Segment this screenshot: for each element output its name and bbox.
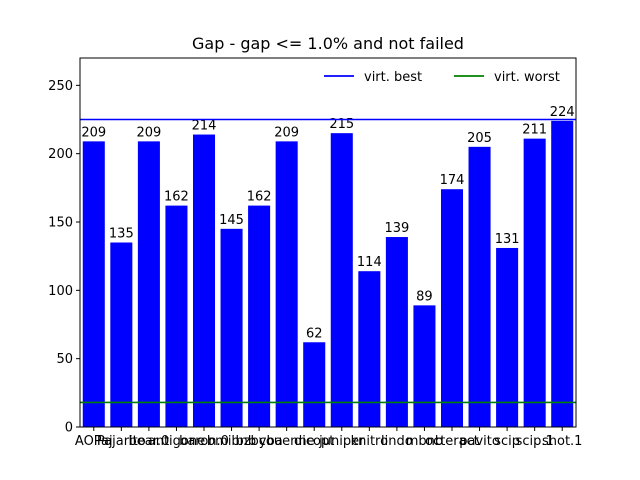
bar [496, 247, 519, 427]
bar-value-label: 209 [274, 125, 299, 140]
x-tick-label: bear.0 [128, 434, 169, 449]
bar-value-label: 139 [384, 221, 409, 236]
bar-value-label: 215 [329, 117, 354, 132]
bar-value-label: 89 [416, 289, 433, 304]
x-tick-label: lindo [381, 434, 413, 449]
x-tick-label: knitro [351, 434, 389, 449]
bar [523, 138, 546, 427]
x-tick-label: pavito [459, 434, 500, 449]
axes-group: AOPajPajaritobear.0antigonebaron.0bmibnb… [48, 57, 582, 449]
y-tick-label: 0 [65, 421, 73, 436]
x-tick-label: baron.0 [179, 434, 229, 449]
bar [110, 242, 133, 427]
x-tick-label: couenne [259, 434, 315, 449]
x-tick-label: bmibnb [207, 434, 256, 449]
x-tick-label: Pajarito [97, 434, 146, 449]
bar [137, 141, 160, 427]
x-tick-label: scip.1 [516, 434, 554, 449]
bar [303, 342, 326, 427]
bar [192, 134, 216, 428]
bar [385, 237, 408, 427]
bar [468, 146, 491, 428]
bars-group [82, 120, 574, 428]
bar-value-label: 114 [357, 255, 382, 270]
bar-value-label: 162 [164, 190, 189, 205]
bar-value-label: 131 [495, 232, 520, 247]
bar [440, 189, 464, 427]
bar-value-label: 174 [440, 173, 465, 188]
bar [358, 271, 381, 427]
x-tick-label: shot.1 [542, 434, 582, 449]
bar [413, 305, 436, 427]
bar [248, 205, 271, 427]
y-tick-label: 200 [48, 147, 73, 162]
bar-value-label: 205 [467, 131, 492, 146]
bar [165, 205, 188, 427]
y-tick-label: 150 [48, 216, 73, 231]
bar-labels-group: 2091352091622141451622096221511413989174… [81, 105, 574, 341]
chart-title: Gap - gap <= 1.0% and not failed [192, 34, 464, 53]
bar-value-label: 209 [81, 125, 106, 140]
legend-label: virt. worst [494, 70, 560, 85]
bar-value-label: 145 [219, 213, 244, 228]
x-tick-label: bzbyba [235, 434, 282, 449]
x-tick-label: antigone [148, 434, 205, 449]
legend-label: virt. best [364, 70, 422, 85]
x-tick-label: AOPaj [75, 434, 113, 449]
bar-value-label: 162 [247, 190, 272, 205]
bar-value-label: 209 [136, 125, 161, 140]
bar-value-label: 62 [306, 326, 323, 341]
x-tick-label: juniper [318, 434, 365, 449]
bar-value-label: 224 [550, 105, 575, 120]
y-tick-label: 50 [56, 352, 73, 367]
bar [220, 228, 243, 427]
bar [275, 141, 298, 427]
x-tick-label: scip [494, 434, 520, 449]
bar-value-label: 214 [192, 119, 217, 134]
bar-value-label: 135 [109, 227, 134, 242]
x-tick-label: mbnb [406, 434, 443, 449]
x-tick-label: octeract [425, 434, 479, 449]
bar [82, 141, 105, 427]
bar [551, 120, 574, 427]
reference-lines-group [80, 118, 576, 404]
plot-frame [79, 57, 577, 428]
bar-value-label: 211 [522, 123, 547, 138]
y-tick-label: 250 [48, 79, 73, 94]
bar [330, 133, 353, 427]
y-tick-label: 100 [48, 284, 73, 299]
legend: virt. best virt. worst [324, 70, 560, 85]
x-tick-label: dicopt [294, 434, 334, 449]
